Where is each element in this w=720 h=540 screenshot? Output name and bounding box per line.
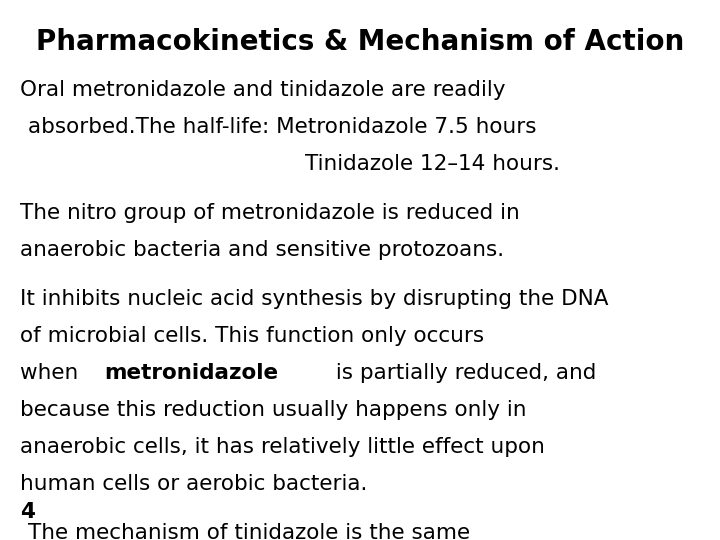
Text: Tinidazole 12–14 hours.: Tinidazole 12–14 hours. [305, 154, 560, 174]
Text: metronidazole: metronidazole [104, 363, 278, 383]
Text: Pharmacokinetics & Mechanism of Action: Pharmacokinetics & Mechanism of Action [36, 28, 684, 56]
Text: 4: 4 [20, 502, 35, 522]
Text: It inhibits nucleic acid synthesis by disrupting the DNA: It inhibits nucleic acid synthesis by di… [20, 289, 608, 309]
Text: when: when [20, 363, 85, 383]
Text: human cells or aerobic bacteria.: human cells or aerobic bacteria. [20, 474, 367, 494]
Text: of microbial cells. This function only occurs: of microbial cells. This function only o… [20, 326, 484, 346]
Text: anaerobic cells, it has relatively little effect upon: anaerobic cells, it has relatively littl… [20, 437, 545, 457]
Text: is partially reduced, and: is partially reduced, and [329, 363, 596, 383]
Text: because this reduction usually happens only in: because this reduction usually happens o… [20, 400, 526, 420]
Text: anaerobic bacteria and sensitive protozoans.: anaerobic bacteria and sensitive protozo… [20, 240, 504, 260]
Text: Oral metronidazole and tinidazole are readily: Oral metronidazole and tinidazole are re… [20, 80, 505, 100]
Text: The nitro group of metronidazole is reduced in: The nitro group of metronidazole is redu… [20, 203, 520, 223]
Text: The mechanism of tinidazole is the same: The mechanism of tinidazole is the same [28, 523, 470, 540]
Text: absorbed.The half-life: Metronidazole 7.5 hours: absorbed.The half-life: Metronidazole 7.… [28, 117, 536, 137]
